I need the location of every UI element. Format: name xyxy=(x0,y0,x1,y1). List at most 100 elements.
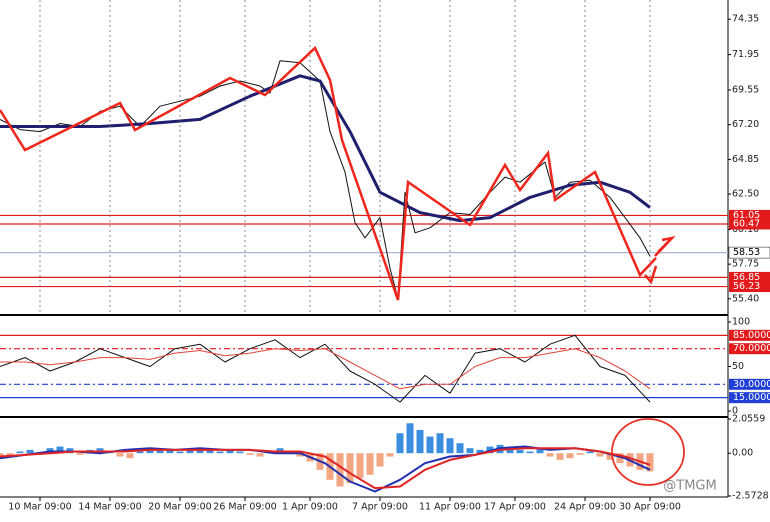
histogram-bar xyxy=(386,453,394,457)
level-label-box xyxy=(729,271,770,283)
histogram-bar xyxy=(236,451,244,454)
histogram-bar xyxy=(246,453,254,455)
histogram-bar xyxy=(226,449,234,454)
histogram-bar xyxy=(646,453,654,472)
histogram-bar xyxy=(296,453,304,457)
histogram-bar xyxy=(146,449,154,454)
level-label: 60.47 xyxy=(733,218,760,229)
x-tick-label: 14 Mar 09:00 xyxy=(78,502,141,513)
histogram-bar xyxy=(396,433,404,454)
histogram-bar xyxy=(16,451,24,454)
histogram-bar xyxy=(436,433,444,454)
y-tick-label: 69.55 xyxy=(732,85,759,96)
histogram-bar xyxy=(116,453,124,457)
level-label: 56.23 xyxy=(733,281,760,292)
x-tick-label: 7 Apr 09:00 xyxy=(352,502,408,513)
histogram-bar xyxy=(596,453,604,457)
histogram-bar xyxy=(256,453,264,457)
histogram-bar xyxy=(536,448,544,454)
histogram-bar xyxy=(556,453,564,460)
panel: 100 50 0 85.0000 70.0000 30.0000 15.0000 xyxy=(0,316,770,417)
histogram-bar xyxy=(346,453,354,484)
histogram-bar xyxy=(216,451,224,454)
x-tick-label: 17 Apr 09:00 xyxy=(484,502,546,513)
watermark: @TMGM xyxy=(663,479,716,494)
series-line xyxy=(0,334,651,403)
x-tick-label: 24 Apr 09:00 xyxy=(554,502,616,513)
x-tick-label: 26 Mar 09:00 xyxy=(213,502,276,513)
level-label-box xyxy=(728,246,770,259)
y-tick-label: 55.40 xyxy=(732,293,759,304)
histogram-bar xyxy=(186,449,194,454)
y-tick-label: 64.85 xyxy=(732,154,759,165)
level-label: 15.0000 xyxy=(733,392,770,403)
histogram-bar xyxy=(516,449,524,454)
histogram-bar xyxy=(56,446,64,454)
x-tick-label: 10 Mar 09:00 xyxy=(8,502,71,513)
level-label-box xyxy=(729,281,770,293)
histogram-bar xyxy=(76,453,84,455)
histogram-bar xyxy=(336,453,344,487)
histogram-bar xyxy=(616,453,624,464)
panel: 2.0559 0.00 -2.5728 10 Mar 09:00 14 Mar 09:0… xyxy=(0,414,769,513)
x-tick-label: 1 Apr 09:00 xyxy=(282,502,338,513)
y-tick-label: 74.35 xyxy=(732,14,759,25)
histogram-bar xyxy=(176,451,184,454)
level-label: 70.0000 xyxy=(733,343,770,354)
y-tick-label: 2.0559 xyxy=(732,414,765,425)
level-label: 58.53 xyxy=(733,247,760,258)
annotation-arrow xyxy=(654,237,673,257)
histogram-bar xyxy=(466,448,474,454)
histogram-bar xyxy=(606,453,614,460)
histogram-bar xyxy=(366,453,374,475)
histogram-bar xyxy=(586,451,594,454)
histogram-bar xyxy=(166,449,174,454)
series-line xyxy=(0,60,651,300)
level-label-box xyxy=(729,392,770,404)
series-line xyxy=(0,348,651,390)
level-label-box xyxy=(729,329,770,341)
histogram-bar xyxy=(426,436,434,454)
annotation-zigzag xyxy=(0,45,657,301)
y-tick-label: 100 xyxy=(732,316,750,327)
level-label-box xyxy=(729,218,770,230)
level-label-box xyxy=(729,209,770,221)
y-tick-label: 67.20 xyxy=(732,119,759,130)
histogram-bar xyxy=(526,451,534,454)
histogram-bar xyxy=(456,443,464,454)
series-line xyxy=(0,447,651,490)
histogram-bar xyxy=(416,429,424,454)
level-label: 30.0000 xyxy=(733,379,770,390)
y-tick-label: 50 xyxy=(732,361,744,372)
histogram-bar xyxy=(376,453,384,467)
histogram-bar xyxy=(136,451,144,454)
y-tick-label: 62.50 xyxy=(732,189,759,200)
x-tick-label: 30 Apr 09:00 xyxy=(619,502,681,513)
series-line xyxy=(0,74,651,223)
x-tick-label: 11 Apr 09:00 xyxy=(419,502,481,513)
histogram-bar xyxy=(576,453,584,455)
histogram-bar xyxy=(446,438,454,454)
histogram-bar xyxy=(356,453,364,479)
histogram-bar xyxy=(126,453,134,459)
histogram-bar xyxy=(566,453,574,459)
annotation-circle xyxy=(611,418,685,486)
annotation-arrow xyxy=(644,265,658,285)
y-tick-label: 71.95 xyxy=(732,49,759,60)
histogram-bar xyxy=(406,423,414,454)
x-tick-label: 20 Mar 09:00 xyxy=(148,502,211,513)
histogram-bar xyxy=(26,449,34,454)
level-label: 61.05 xyxy=(733,210,760,221)
histogram-bar xyxy=(476,449,484,454)
y-tick-label: 0.00 xyxy=(732,448,753,459)
histogram-bar xyxy=(206,449,214,454)
level-label-box xyxy=(729,378,770,390)
y-tick-label: 57.75 xyxy=(732,259,759,270)
histogram-bar xyxy=(546,453,554,457)
y-tick-label: -2.5728 xyxy=(732,491,769,502)
level-label-box xyxy=(729,343,770,355)
level-label: 56.85 xyxy=(733,272,760,283)
